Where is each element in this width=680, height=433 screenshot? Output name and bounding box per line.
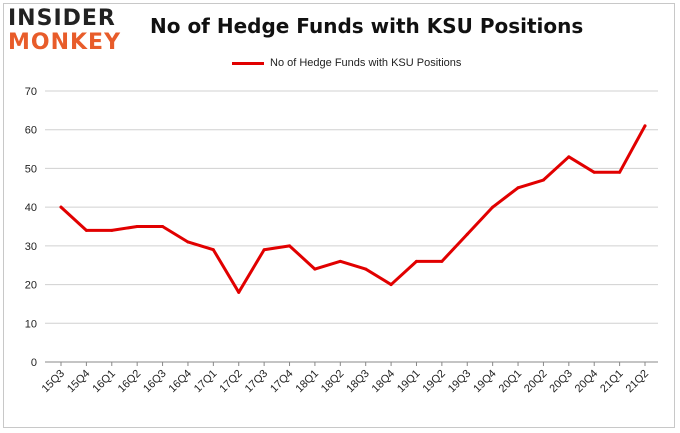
- x-tick-label: 19Q4: [471, 368, 499, 396]
- y-axis-ticks: 0 10 20 30 40 50 60 70: [25, 86, 37, 369]
- y-tick-label: 30: [25, 241, 37, 253]
- data-point: [262, 248, 266, 252]
- x-tick-label: 15Q3: [40, 368, 68, 396]
- series-line: [59, 124, 647, 294]
- x-tick-label: 17Q2: [217, 368, 245, 396]
- x-tick-label: 20Q3: [547, 368, 575, 396]
- data-point: [338, 259, 342, 263]
- chart-legend: No of Hedge Funds with KSU Positions: [232, 55, 461, 71]
- y-tick-label: 60: [25, 125, 37, 137]
- data-point: [364, 267, 368, 271]
- y-tick-label: 70: [25, 86, 37, 98]
- x-tick-label: 17Q1: [192, 368, 220, 396]
- data-point: [237, 290, 241, 294]
- logo-line-1: INSIDER: [8, 6, 116, 31]
- x-tick-label: 18Q3: [344, 368, 372, 396]
- data-point: [618, 170, 622, 174]
- x-axis-ticks: 15Q315Q416Q116Q216Q316Q417Q117Q217Q317Q4…: [40, 362, 652, 396]
- data-point: [84, 228, 88, 232]
- y-tick-label: 10: [25, 318, 37, 330]
- data-point: [491, 205, 495, 209]
- x-tick-label: 19Q1: [395, 368, 423, 396]
- x-tick-label: 16Q3: [141, 368, 169, 396]
- data-point: [643, 124, 647, 128]
- x-tick-label: 19Q2: [420, 368, 448, 396]
- y-tick-label: 20: [25, 280, 37, 292]
- x-tick-label: 18Q1: [294, 368, 322, 396]
- y-tick-label: 40: [25, 202, 37, 214]
- data-point: [135, 225, 139, 228]
- data-point: [313, 267, 317, 271]
- x-tick-label: 20Q1: [497, 368, 525, 396]
- data-point: [414, 259, 418, 263]
- y-tick-label: 0: [31, 357, 37, 369]
- data-point: [592, 170, 596, 174]
- x-tick-label: 16Q2: [116, 368, 144, 396]
- data-point: [541, 178, 545, 182]
- data-point: [110, 228, 114, 232]
- data-point: [288, 244, 292, 248]
- data-point: [440, 259, 444, 263]
- data-point: [59, 205, 63, 209]
- y-tick-label: 50: [25, 163, 37, 175]
- data-point: [389, 283, 393, 287]
- x-tick-label: 17Q4: [268, 368, 296, 396]
- x-tick-label: 15Q4: [65, 368, 93, 396]
- x-tick-label: 18Q2: [319, 368, 347, 396]
- series-layer: [59, 124, 647, 294]
- x-tick-label: 16Q1: [90, 368, 118, 396]
- x-tick-label: 21Q2: [624, 368, 652, 396]
- legend-label: No of Hedge Funds with KSU Positions: [270, 57, 462, 69]
- x-tick-label: 16Q4: [167, 368, 195, 396]
- x-tick-label: 20Q4: [573, 368, 601, 396]
- data-point: [161, 225, 165, 228]
- data-point: [516, 186, 520, 190]
- data-point: [465, 232, 469, 236]
- chart-title: No of Hedge Funds with KSU Positions: [150, 14, 584, 38]
- insider-monkey-logo: INSIDER MONKEY: [8, 6, 128, 56]
- data-point: [567, 155, 571, 159]
- logo-line-2: MONKEY: [8, 30, 122, 55]
- chart-frame: [3, 3, 675, 428]
- data-point: [211, 248, 215, 252]
- x-tick-label: 20Q2: [522, 368, 550, 396]
- x-tick-label: 19Q3: [446, 368, 474, 396]
- data-point: [186, 240, 190, 244]
- legend-swatch: [232, 61, 264, 65]
- x-tick-label: 21Q1: [598, 368, 626, 396]
- x-tick-label: 18Q4: [370, 368, 398, 396]
- x-tick-label: 17Q3: [243, 368, 271, 396]
